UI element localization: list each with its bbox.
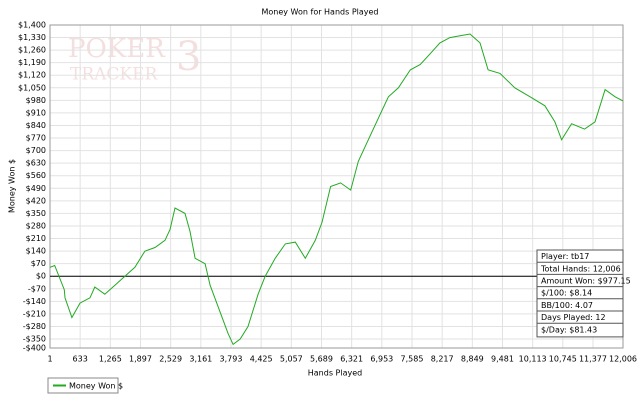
logo-text: 3 [176, 34, 201, 80]
x-tick-label: 1,265 [99, 355, 122, 364]
y-tick-label: -$70 [28, 284, 46, 293]
info-text: Days Played: 12 [541, 313, 606, 322]
y-tick-label: $1,050 [18, 83, 46, 92]
logo-text: POKER [68, 34, 166, 64]
y-tick-label: $910 [26, 108, 46, 117]
x-tick-label: 7,585 [401, 355, 424, 364]
x-tick-label: 8,217 [431, 355, 454, 364]
x-tick-label: 11,377 [579, 355, 607, 364]
y-tick-label: -$400 [23, 344, 46, 353]
y-axis-label: Money Won $ [8, 159, 17, 213]
y-tick-label: $280 [26, 221, 46, 230]
y-tick-label: $980 [26, 96, 46, 105]
x-tick-label: 1 [47, 355, 52, 364]
x-tick-label: 5,057 [280, 355, 303, 364]
y-tick-label: $420 [26, 196, 46, 205]
logo-text: TRACKER [70, 65, 159, 85]
y-tick-label: $1,330 [18, 33, 46, 42]
y-tick-label: $1,400 [18, 21, 46, 30]
chart-title: Money Won for Hands Played [261, 8, 378, 17]
x-tick-label: 8,849 [461, 355, 484, 364]
y-tick-label: $210 [26, 234, 46, 243]
x-tick-label: 12,006 [609, 355, 637, 364]
x-tick-label: 10,745 [549, 355, 577, 364]
y-tick-label: $140 [26, 247, 46, 256]
x-tick-label: 6,321 [340, 355, 363, 364]
x-tick-label: 633 [73, 355, 88, 364]
logo: POKER TRACKER 3 [68, 34, 201, 85]
info-text: Total Hands: 12,006 [540, 264, 621, 273]
y-tick-label: $70 [31, 259, 46, 268]
legend-label: Money Won $ [69, 382, 123, 391]
x-tick-label: 2,529 [159, 355, 182, 364]
plot-border [49, 24, 624, 349]
y-tick-label: $630 [26, 159, 46, 168]
y-tick-label: $840 [26, 121, 46, 130]
legend-box [47, 377, 119, 394]
y-tick-label: $0 [36, 272, 46, 281]
y-tick-label: $770 [26, 134, 46, 143]
y-tick-label: -$280 [23, 322, 46, 331]
y-tick-label: -$140 [23, 297, 46, 306]
y-tick-label: -$210 [23, 309, 46, 318]
y-tick-label: $1,260 [18, 46, 46, 55]
x-tick-label: 3,161 [189, 355, 212, 364]
info-box [536, 249, 624, 338]
x-tick-label: 4,425 [250, 355, 273, 364]
info-text: BB/100: 4.07 [541, 301, 593, 310]
y-tick-label: -$350 [23, 335, 46, 344]
x-tick-label: 10,113 [519, 355, 547, 364]
x-tick-label: 9,481 [491, 355, 514, 364]
y-tick-label: $1,120 [18, 71, 46, 80]
x-tick-label: 6,953 [370, 355, 393, 364]
info-text: $/100: $8.14 [541, 289, 592, 298]
y-tick-label: $1,190 [18, 58, 46, 67]
y-tick-label: $350 [26, 209, 46, 218]
y-tick-label: $700 [26, 146, 46, 155]
x-tick-label: 1,897 [129, 355, 152, 364]
y-tick-label: $490 [26, 184, 46, 193]
info-text: Amount Won: $977.15 [541, 277, 631, 286]
x-axis-label: Hands Played [308, 369, 362, 378]
info-text: $/Day: $81.43 [541, 325, 597, 334]
x-tick-label: 3,793 [220, 355, 243, 364]
x-tick-label: 5,689 [310, 355, 333, 364]
data-line [49, 33, 624, 346]
y-tick-label: $560 [26, 171, 46, 180]
info-text: Player: tb17 [541, 252, 589, 261]
